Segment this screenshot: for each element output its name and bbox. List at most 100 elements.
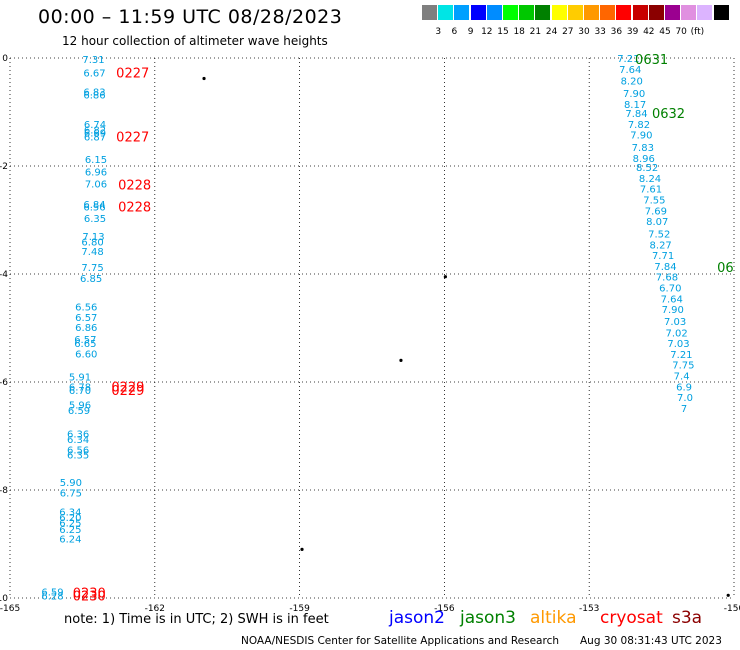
color-swatch (584, 5, 599, 20)
color-scale-label: 30 (578, 27, 590, 37)
generated-timestamp: Aug 30 08:31:43 UTC 2023 (580, 635, 722, 647)
wave-height-value: 7.02 (665, 328, 687, 339)
pass-time-label: 0230 (73, 587, 106, 602)
wave-height-value: 7.83 (632, 143, 654, 154)
wave-height-value: 6.86 (83, 91, 105, 102)
pass-time-label: 0631 (635, 53, 668, 68)
wave-height-value: 7.13 (82, 232, 104, 243)
color-swatch (551, 5, 567, 20)
wave-height-value: 6.59 (41, 588, 63, 599)
wave-height-value: 7 (681, 404, 687, 415)
longitude-tick-label: -150 (724, 604, 740, 614)
wave-height-value: 6.20 (59, 513, 81, 524)
color-scale-label: 21 (529, 27, 542, 37)
wave-height-value: 6.70 (69, 386, 91, 397)
pass-time-label: 0228 (118, 178, 151, 193)
wave-height-value: 6.75 (60, 489, 82, 500)
color-swatch (438, 5, 454, 20)
wave-height-value: 5.90 (60, 478, 82, 489)
wave-height-value: 6.83 (83, 87, 105, 98)
wave-height-value: 7.71 (652, 251, 674, 262)
wave-height-value: 8.24 (639, 174, 661, 185)
latitude-tick-label: -2 (0, 162, 8, 172)
longitude-tick-label: -156 (434, 604, 455, 614)
color-scale-label: 42 (643, 27, 655, 37)
wave-height-value: 7.61 (640, 185, 662, 196)
wave-height-value: 7.06 (85, 179, 107, 190)
wave-height-value: 7.03 (664, 317, 686, 328)
wave-height-value: 5.91 (69, 373, 91, 384)
wave-height-value: 7.75 (81, 263, 103, 274)
wave-height-value: 7.03 (667, 339, 689, 350)
color-swatch (713, 5, 729, 20)
color-scale-label: 70 (675, 27, 687, 37)
color-scale-label: 36 (610, 27, 623, 37)
pass-time-label: 0229 (111, 380, 144, 395)
longitude-tick-label: -162 (145, 604, 165, 614)
longitude-tick-label: -159 (289, 604, 310, 614)
wave-height-map: -165 -162 -159 -156 -153 -150 0 -2 -4 -6 -8 -10 7.31… (0, 53, 740, 614)
wave-height-value: 7.0 (677, 393, 693, 404)
pass-time-label: 0227 (116, 67, 149, 82)
wave-height-value: 6.60 (75, 349, 97, 360)
wave-height-value: 6.35 (67, 450, 89, 461)
map-title: 00:00 – 11:59 UTC 08/28/2023 (38, 6, 343, 28)
satellite-legend-cryosat: cryosat (600, 608, 663, 628)
island-marker (202, 76, 206, 81)
color-swatch (470, 5, 486, 20)
color-swatch (600, 5, 616, 20)
wave-height-value: 6.15 (85, 155, 107, 166)
wave-height-value: 8.20 (621, 77, 643, 88)
wave-height-value: 7.21 (670, 350, 692, 361)
latitude-tick-label: -8 (0, 486, 8, 496)
units-note: note: 1) Time is in UTC; 2) SWH is in fe… (64, 612, 329, 627)
pass-time-label: 0229 (111, 384, 144, 399)
color-scale-label: 18 (513, 27, 525, 37)
wave-height-value: 6.56 (83, 203, 105, 214)
wave-height-value: 6.70 (659, 284, 681, 295)
pass-time-label: 0227 (116, 130, 149, 145)
wave-height-value: 7.84 (625, 109, 647, 120)
color-scale-label: 33 (594, 27, 606, 37)
wave-height-value: 7.68 (656, 273, 678, 284)
wave-height-value: 6.57 (74, 335, 96, 346)
satellite-legend-s3a: s3a (672, 608, 703, 628)
color-swatch (503, 5, 518, 20)
satellite-legend-jason2: jason2 (389, 608, 445, 628)
wave-height-value: 8.96 (633, 154, 655, 165)
map-canvas: -165 -162 -159 -156 -153 -150 0 -2 -4 -6 -8 -10 7.31… (0, 53, 740, 614)
wave-height-value: 8.27 (650, 240, 672, 251)
longitude-tick-label: -153 (579, 604, 599, 614)
wave-height-value: 5.96 (69, 401, 91, 412)
color-swatch (616, 5, 632, 20)
wave-height-value: 6.87 (84, 132, 106, 143)
longitude-tick-label: -165 (0, 604, 20, 614)
wave-height-value: 6.78 (69, 382, 91, 393)
color-swatch (697, 5, 713, 20)
wave-height-value: 7.84 (654, 262, 676, 273)
island-marker (726, 593, 730, 597)
wave-height-value: 6.80 (81, 238, 103, 249)
satellite-legend-altika: altika (530, 608, 577, 628)
color-swatch (632, 5, 648, 20)
pass-time-label: 0228 (118, 201, 151, 216)
wave-height-value: 6.84 (83, 200, 105, 211)
color-scale-label: 3 (435, 27, 442, 37)
wave-height-value: 8.52 (636, 163, 658, 174)
wave-height-value: 7.64 (661, 294, 683, 305)
color-scale-label: 15 (497, 27, 509, 37)
color-swatch (454, 5, 470, 20)
color-swatch (665, 5, 680, 20)
wave-height-value: 7.90 (623, 89, 645, 100)
latitude-tick-label: 0 (2, 54, 8, 64)
wave-height-value: 6.82 (84, 125, 106, 136)
color-scale-label: 6 (451, 27, 458, 37)
color-swatch (519, 5, 535, 20)
island-marker (300, 547, 304, 552)
wave-height-value: 6.9 (676, 382, 692, 393)
wave-height-value: 8.17 (624, 100, 646, 111)
satellite-legend-jason3: jason3 (460, 608, 516, 628)
wave-height-value: 8.07 (646, 217, 668, 228)
wave-height-value: 6.35 (84, 214, 106, 225)
wave-height-value: 7.64 (619, 65, 641, 76)
